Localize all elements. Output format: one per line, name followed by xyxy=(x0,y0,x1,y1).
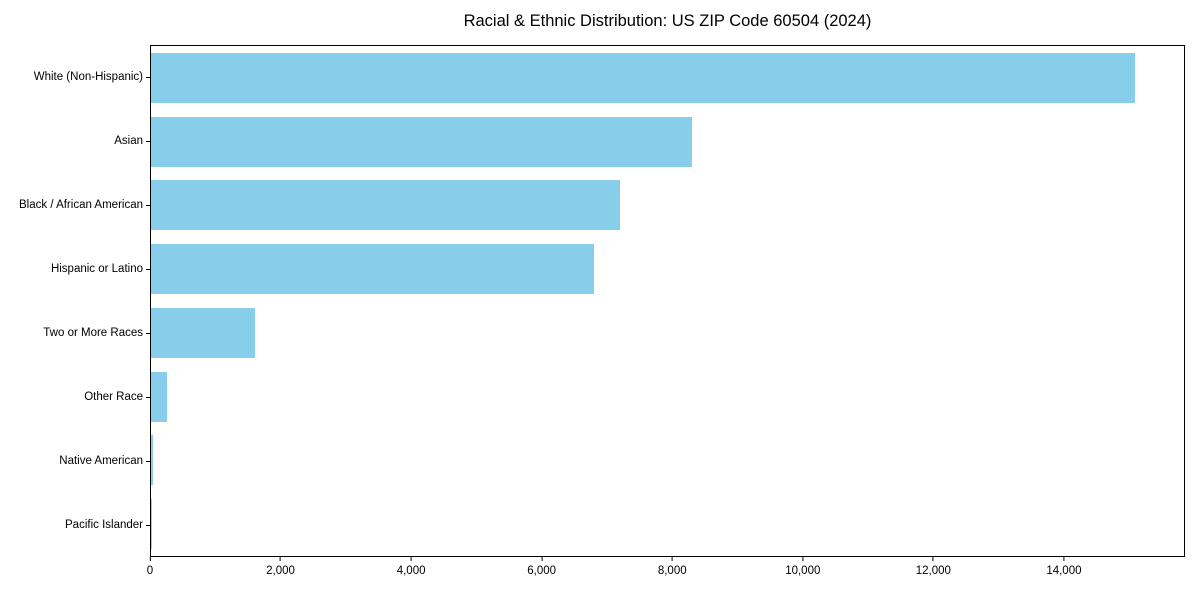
chart-title: Racial & Ethnic Distribution: US ZIP Cod… xyxy=(463,12,872,30)
y-tick-mark xyxy=(146,140,150,142)
y-axis-row: Pacific Islander xyxy=(0,493,150,557)
x-tick: 2,000 xyxy=(266,557,295,577)
x-tick-mark xyxy=(280,557,282,561)
bar-row xyxy=(151,365,1184,429)
x-tick: 10,000 xyxy=(785,557,820,577)
y-axis-row: Two or More Races xyxy=(0,301,150,365)
x-tick: 8,000 xyxy=(658,557,687,577)
bar-native-american xyxy=(151,435,153,486)
y-axis: White (Non-Hispanic) Asian Black / African… xyxy=(0,45,150,557)
x-tick-label: 8,000 xyxy=(657,565,687,577)
y-axis-label-white-non-hispanic: White (Non-Hispanic) xyxy=(33,71,143,83)
x-tick-label: 10,000 xyxy=(785,565,821,577)
x-tick-mark xyxy=(932,557,934,561)
x-tick-label: 12,000 xyxy=(915,565,951,577)
x-tick-mark xyxy=(410,557,412,561)
x-tick: 6,000 xyxy=(527,557,556,577)
x-tick-label: 14,000 xyxy=(1046,565,1082,577)
bar-two-or-more-races xyxy=(151,307,256,358)
bar-row xyxy=(151,237,1184,301)
bar-hispanic-or-latino xyxy=(151,244,595,295)
bar-row xyxy=(151,301,1184,365)
y-axis-row: White (Non-Hispanic) xyxy=(0,45,150,109)
x-tick: 0 xyxy=(147,557,153,577)
y-axis-row: Black / African American xyxy=(0,173,150,237)
y-axis-row: Native American xyxy=(0,429,150,493)
bar-row xyxy=(151,46,1184,110)
x-tick-label: 4,000 xyxy=(396,565,426,577)
y-tick-mark xyxy=(146,524,150,526)
x-tick: 12,000 xyxy=(916,557,951,577)
y-axis-label-black-african-american: Black / African American xyxy=(19,199,143,211)
y-tick-mark xyxy=(146,460,150,462)
y-axis-label-two-or-more-races: Two or More Races xyxy=(43,327,143,339)
x-tick-mark xyxy=(149,557,151,561)
x-tick-label: 0 xyxy=(146,565,154,577)
x-tick-mark xyxy=(802,557,804,561)
y-axis-label-other-race: Other Race xyxy=(84,391,143,403)
y-axis-row: Hispanic or Latino xyxy=(0,237,150,301)
bar-row xyxy=(151,492,1184,556)
y-tick-mark xyxy=(146,204,150,206)
y-tick-mark xyxy=(146,332,150,334)
bar-black-african-american xyxy=(151,180,621,231)
bar-row xyxy=(151,110,1184,174)
x-tick: 4,000 xyxy=(397,557,426,577)
y-tick-mark xyxy=(146,396,150,398)
y-axis-row: Asian xyxy=(0,109,150,173)
x-tick-label: 2,000 xyxy=(266,565,295,577)
y-axis-row: Other Race xyxy=(0,365,150,429)
plot-area xyxy=(150,45,1185,557)
y-axis-label-native-american: Native American xyxy=(59,455,143,467)
y-axis-label-hispanic-or-latino: Hispanic or Latino xyxy=(50,263,143,275)
bar-row xyxy=(151,429,1184,493)
x-tick-mark xyxy=(1063,557,1065,561)
bar-white-non-hispanic xyxy=(151,52,1135,103)
bar-pacific-islander xyxy=(151,499,152,550)
bar-other-race xyxy=(151,371,168,422)
x-tick: 14,000 xyxy=(1046,557,1082,577)
y-tick-mark xyxy=(146,268,150,270)
bar-row xyxy=(151,174,1184,238)
x-tick-label: 6,000 xyxy=(527,565,557,577)
bar-asian xyxy=(151,116,692,167)
y-tick-mark xyxy=(146,76,150,78)
x-tick-mark xyxy=(671,557,673,561)
y-axis-label-asian: Asian xyxy=(114,135,143,147)
x-axis: 0 2,000 4,000 6,000 8,000 10,000 12,000 14,000 xyxy=(147,557,1185,589)
y-axis-label-pacific-islander: Pacific Islander xyxy=(65,519,143,531)
x-tick-mark xyxy=(541,557,543,561)
